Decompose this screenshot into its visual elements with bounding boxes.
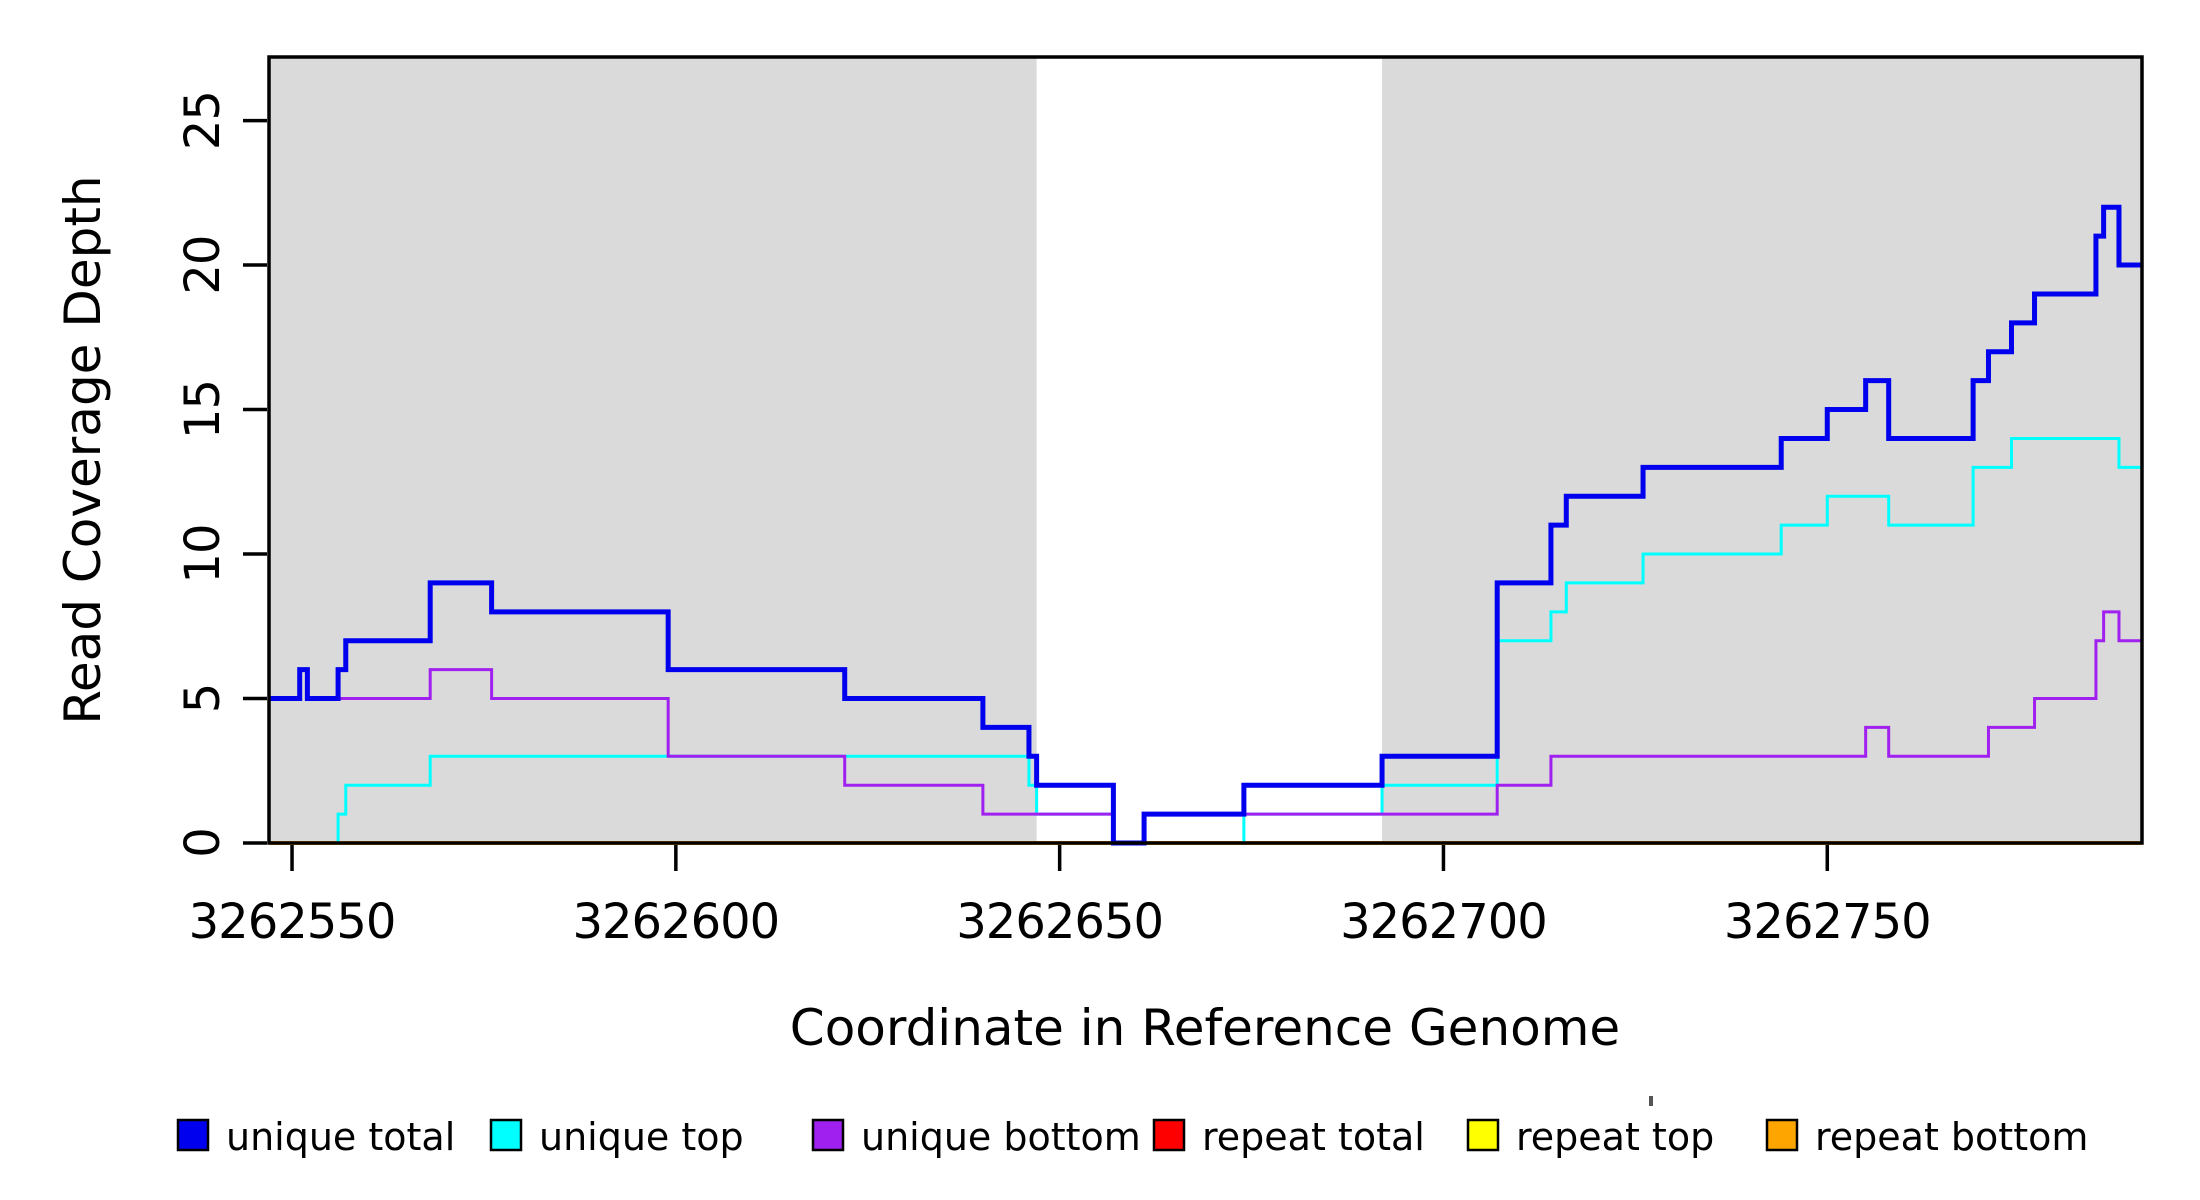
- legend-item-unique-top: unique top: [489, 1115, 744, 1159]
- legend-swatch-unique-total: [176, 1118, 210, 1152]
- legend-swatch-repeat-bottom: [1765, 1118, 1799, 1152]
- legend-item-unique-total: unique total: [176, 1115, 455, 1159]
- y-tick-label: 0: [175, 828, 231, 858]
- x-axis: 3262550 3262600 3262650 3262700 3262750: [189, 845, 1932, 950]
- legend-label-unique-top: unique top: [539, 1115, 744, 1159]
- y-axis-title: Read Coverage Depth: [54, 175, 112, 724]
- legend-item-repeat-total: repeat total: [1152, 1115, 1425, 1159]
- legend-item-unique-bottom: unique bottom: [811, 1115, 1141, 1159]
- series-line-unique-total: [269, 204, 2142, 846]
- series-line-unique-top: [269, 436, 2142, 845]
- x-tick-label: 3262750: [1724, 894, 1931, 950]
- legend-label-unique-total: unique total: [226, 1115, 455, 1159]
- legend-item-repeat-bottom: repeat bottom: [1765, 1115, 2088, 1159]
- stray-mark: [1649, 1096, 1653, 1106]
- y-axis: 0 5 10 15 20 25: [175, 91, 267, 858]
- shaded-bands: [269, 57, 2142, 843]
- y-tick-label: 10: [175, 524, 231, 583]
- legend-label-repeat-top: repeat top: [1516, 1115, 1714, 1159]
- shaded-region: [269, 57, 1037, 843]
- y-tick-label: 5: [175, 684, 231, 714]
- y-tick-label: 15: [175, 380, 231, 439]
- legend-swatch-unique-top: [489, 1118, 523, 1152]
- legend-swatch-unique-bottom: [811, 1118, 845, 1152]
- shaded-region: [1382, 57, 2142, 843]
- x-tick-label: 3262600: [572, 894, 779, 950]
- x-tick-label: 3262700: [1340, 894, 1547, 950]
- legend-item-repeat-top: repeat top: [1466, 1115, 1714, 1159]
- legend-label-unique-bottom: unique bottom: [861, 1115, 1141, 1159]
- x-tick-label: 3262650: [956, 894, 1163, 950]
- legend-swatch-repeat-top: [1466, 1118, 1500, 1152]
- x-axis-title: Coordinate in Reference Genome: [790, 999, 1620, 1057]
- series-line-unique-bottom: [269, 610, 2142, 845]
- x-tick-label: 3262550: [189, 894, 396, 950]
- legend-label-repeat-bottom: repeat bottom: [1815, 1115, 2088, 1159]
- y-tick-label: 25: [175, 91, 231, 150]
- legend-swatch-repeat-total: [1152, 1118, 1186, 1152]
- legend-label-repeat-total: repeat total: [1202, 1115, 1425, 1159]
- plot-border: [267, 55, 2144, 845]
- legend: unique total unique top unique bottom re…: [176, 1115, 2088, 1159]
- y-tick-label: 20: [175, 236, 231, 295]
